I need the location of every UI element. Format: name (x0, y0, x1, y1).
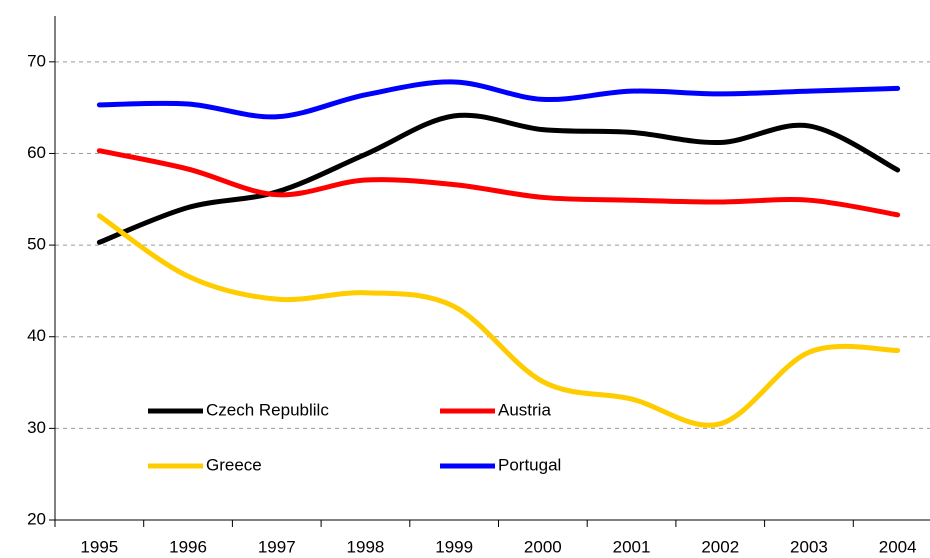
x-tick-label: 2001 (613, 537, 651, 556)
series-line (96, 213, 901, 428)
series-line (96, 148, 901, 218)
legend-label: Austria (498, 400, 551, 419)
x-tick-label: 2004 (879, 537, 917, 556)
x-tick-label: 1998 (347, 537, 385, 556)
y-tick-label: 60 (27, 143, 46, 162)
legend-label: Czech Republilc (206, 400, 329, 419)
x-tick-label: 2000 (524, 537, 562, 556)
y-tick-label: 30 (27, 418, 46, 437)
series-line (96, 112, 901, 245)
y-tick-label: 20 (27, 509, 46, 528)
y-tick-label: 70 (27, 51, 46, 70)
y-tick-label: 50 (27, 235, 46, 254)
x-tick-label: 1997 (258, 537, 296, 556)
x-tick-label: 1999 (435, 537, 473, 556)
series-line (96, 79, 901, 120)
x-tick-label: 1995 (80, 537, 118, 556)
y-tick-label: 40 (27, 326, 46, 345)
legend-label: Portugal (498, 455, 561, 474)
x-tick-label: 2002 (701, 537, 739, 556)
x-tick-label: 2003 (790, 537, 828, 556)
x-tick-label: 1996 (169, 537, 207, 556)
legend-label: Greece (206, 455, 262, 474)
